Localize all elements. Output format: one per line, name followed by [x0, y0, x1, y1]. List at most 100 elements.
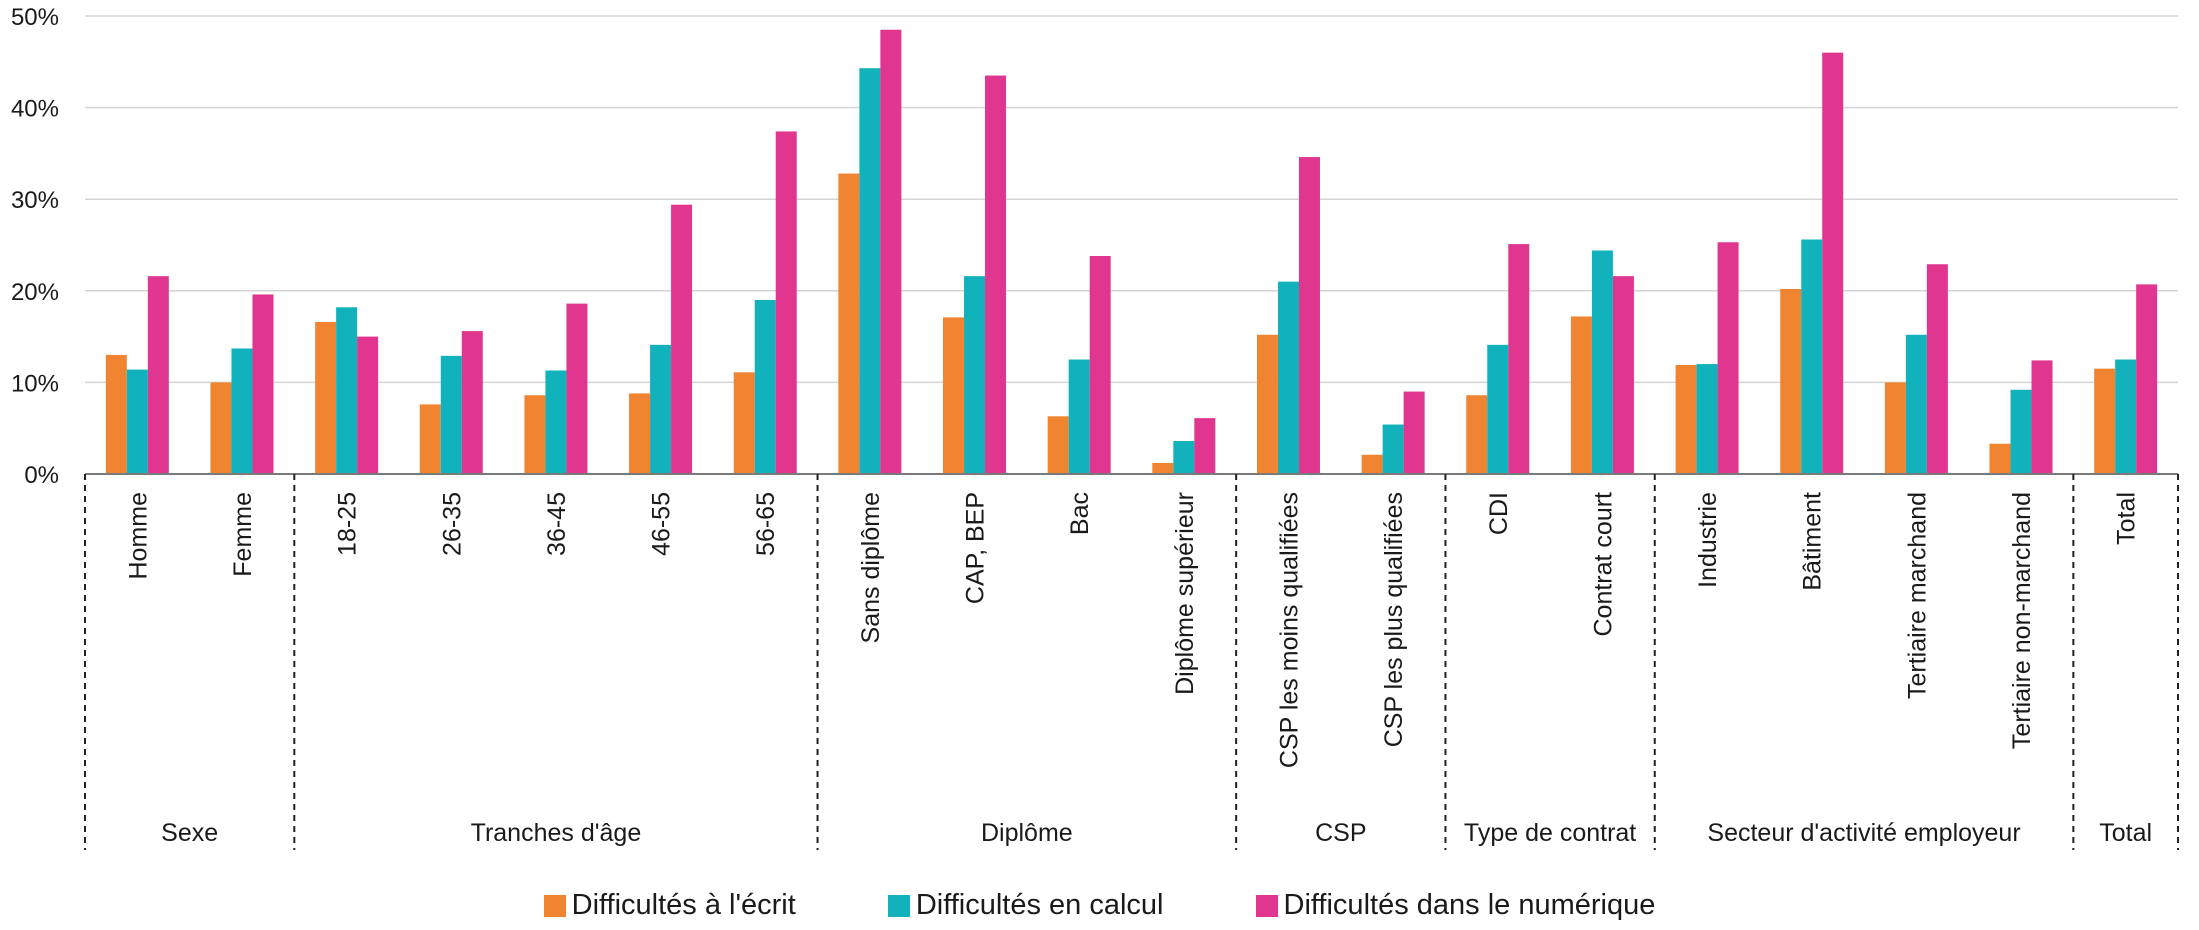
bar-difficultes-a-l-ecrit-56-65	[733, 372, 755, 474]
bar-difficultes-a-l-ecrit-tertiaire-non-marchand	[1989, 443, 2011, 474]
y-axis: 0% 10% 20% 30% 40% 50%	[11, 4, 59, 489]
bar-difficultes-en-calcul-diplome-superieur	[1173, 441, 1195, 474]
bar-difficultes-dans-le-numerique-total	[2136, 284, 2158, 474]
bar-difficultes-a-l-ecrit-homme	[105, 354, 127, 474]
gridlines	[85, 15, 2178, 384]
bar-difficultes-a-l-ecrit-total	[2094, 368, 2116, 474]
bar-difficultes-dans-le-numerique-46-55	[671, 204, 693, 475]
group-label-secteur-d-activite-employeur: Secteur d'activité employeur	[1707, 819, 2020, 847]
bar-difficultes-en-calcul-tertiaire-non-marchand	[2010, 389, 2032, 474]
x-axis: Homme Femme 18-25 26-35 36-45 46-55 56-65 Sans …	[85, 473, 2178, 768]
bar-difficultes-dans-le-numerique-csp-les-plus-qualifiees	[1403, 391, 1425, 474]
legend-label-calcul: Difficultés en calcul	[915, 889, 1164, 921]
bar-difficultes-en-calcul-36-45	[545, 370, 567, 474]
group-label-type-de-contrat: Type de contrat	[1464, 819, 1636, 847]
bar-difficultes-dans-le-numerique-cdi	[1508, 244, 1530, 474]
bar-difficultes-en-calcul-56-65	[754, 299, 776, 474]
x-tick-label-tertiaire-marchand: Tertiaire marchand	[1903, 492, 1931, 699]
bars	[105, 29, 2158, 475]
group-label-diplome: Diplôme	[981, 819, 1073, 847]
legend-swatch-ecrit	[543, 894, 566, 917]
x-tick-label-26-35: 26-35	[438, 492, 466, 556]
x-tick-label-sans-diplome: Sans diplôme	[857, 492, 885, 643]
legend-swatch-numerique	[1255, 894, 1278, 917]
bar-difficultes-a-l-ecrit-cdi	[1466, 395, 1488, 474]
bar-difficultes-en-calcul-26-35	[440, 355, 462, 474]
bar-difficultes-en-calcul-csp-les-plus-qualifiees	[1382, 424, 1404, 474]
bar-difficultes-dans-le-numerique-diplome-superieur	[1194, 418, 1216, 474]
x-tick-label-diplome-superieur: Diplôme supérieur	[1171, 492, 1199, 695]
bar-difficultes-dans-le-numerique-tertiaire-marchand	[1926, 264, 1948, 474]
bar-difficultes-a-l-ecrit-csp-les-plus-qualifiees	[1361, 454, 1383, 474]
bar-difficultes-dans-le-numerique-cap-bep	[985, 75, 1007, 474]
bar-difficultes-dans-le-numerique-56-65	[775, 131, 797, 474]
category-groups: Sexe Tranches d'âge Diplôme CSP Type de cont…	[84, 474, 2179, 850]
bar-difficultes-a-l-ecrit-tertiaire-marchand	[1884, 382, 1906, 474]
bar-difficultes-en-calcul-18-25	[336, 307, 358, 474]
x-tick-label-46-55: 46-55	[648, 492, 676, 556]
group-label-tranches-d-age: Tranches d'âge	[471, 819, 642, 847]
y-tick-label: 40%	[11, 96, 59, 123]
x-tick-label-csp-les-plus-qualifiees: CSP les plus qualifiées	[1380, 492, 1408, 747]
bar-difficultes-en-calcul-cap-bep	[964, 276, 986, 474]
bar-difficultes-en-calcul-tertiaire-marchand	[1905, 334, 1927, 474]
x-tick-label-36-45: 36-45	[543, 492, 571, 556]
bar-difficultes-dans-le-numerique-industrie	[1717, 242, 1739, 474]
x-tick-label-batiment: Bâtiment	[1799, 492, 1827, 591]
bar-difficultes-en-calcul-industrie	[1696, 364, 1718, 474]
bar-difficultes-en-calcul-total	[2115, 359, 2137, 474]
bar-difficultes-en-calcul-femme	[231, 348, 253, 474]
legend-item-ecrit: Difficultés à l'écrit	[543, 889, 796, 922]
legend-label-ecrit: Difficultés à l'écrit	[571, 889, 796, 921]
bar-difficultes-en-calcul-cdi	[1487, 344, 1509, 474]
y-tick-label: 10%	[11, 370, 59, 397]
bar-difficultes-a-l-ecrit-36-45	[524, 395, 546, 474]
bar-difficultes-a-l-ecrit-cap-bep	[943, 317, 965, 474]
bar-difficultes-a-l-ecrit-18-25	[315, 321, 337, 474]
y-tick-label: 50%	[11, 4, 59, 31]
bar-difficultes-en-calcul-homme	[126, 369, 148, 474]
x-tick-label-cdi: CDI	[1485, 492, 1513, 535]
bar-difficultes-a-l-ecrit-industrie	[1675, 364, 1697, 474]
group-label-sexe: Sexe	[161, 819, 218, 847]
bar-difficultes-dans-le-numerique-bac	[1089, 255, 1111, 474]
legend: Difficultés à l'écrit Difficultés en cal…	[0, 889, 2199, 922]
bar-difficultes-dans-le-numerique-contrat-court	[1612, 276, 1634, 474]
x-tick-label-56-65: 56-65	[752, 492, 780, 556]
x-tick-label-total: Total	[2113, 492, 2141, 545]
group-label-total: Total	[2099, 819, 2152, 847]
bar-difficultes-a-l-ecrit-batiment	[1780, 288, 1802, 474]
bar-difficultes-a-l-ecrit-46-55	[629, 393, 651, 474]
x-tick-label-femme: Femme	[229, 492, 257, 577]
bar-difficultes-a-l-ecrit-csp-les-moins-qualifiees	[1256, 334, 1278, 474]
bar-difficultes-dans-le-numerique-36-45	[566, 303, 588, 474]
bar-difficultes-dans-le-numerique-batiment	[1822, 52, 1844, 474]
legend-label-numerique: Difficultés dans le numérique	[1283, 889, 1656, 921]
bar-difficultes-a-l-ecrit-bac	[1047, 416, 1069, 474]
x-tick-label-homme: Homme	[124, 492, 152, 580]
bar-difficultes-en-calcul-46-55	[650, 344, 672, 474]
bar-difficultes-en-calcul-sans-diplome	[859, 68, 881, 474]
x-tick-label-contrat-court: Contrat court	[1589, 492, 1617, 637]
y-tick-label: 0%	[24, 462, 59, 489]
x-tick-label-18-25: 18-25	[334, 492, 362, 556]
y-tick-label: 20%	[11, 279, 59, 306]
bar-difficultes-dans-le-numerique-sans-diplome	[880, 29, 902, 475]
x-tick-label-tertiaire-non-marchand: Tertiaire non-marchand	[2008, 492, 2036, 749]
x-tick-label-csp-les-moins-qualifiees: CSP les moins qualifiées	[1275, 492, 1303, 768]
bar-difficultes-en-calcul-bac	[1068, 359, 1090, 474]
bar-difficultes-dans-le-numerique-26-35	[461, 331, 483, 474]
bar-difficultes-en-calcul-csp-les-moins-qualifiees	[1277, 281, 1299, 474]
bar-difficultes-en-calcul-contrat-court	[1591, 250, 1613, 474]
bar-difficultes-dans-le-numerique-18-25	[357, 336, 379, 474]
y-tick-label: 30%	[11, 187, 59, 214]
bar-difficultes-dans-le-numerique-csp-les-moins-qualifiees	[1298, 157, 1320, 474]
x-tick-label-industrie: Industrie	[1694, 492, 1722, 588]
bar-difficultes-a-l-ecrit-femme	[210, 382, 232, 474]
bar-difficultes-a-l-ecrit-26-35	[419, 404, 441, 474]
x-tick-label-cap-bep: CAP, BEP	[962, 492, 990, 604]
bar-difficultes-en-calcul-batiment	[1801, 239, 1823, 474]
legend-item-calcul: Difficultés en calcul	[887, 889, 1164, 922]
bar-difficultes-dans-le-numerique-homme	[147, 276, 169, 474]
